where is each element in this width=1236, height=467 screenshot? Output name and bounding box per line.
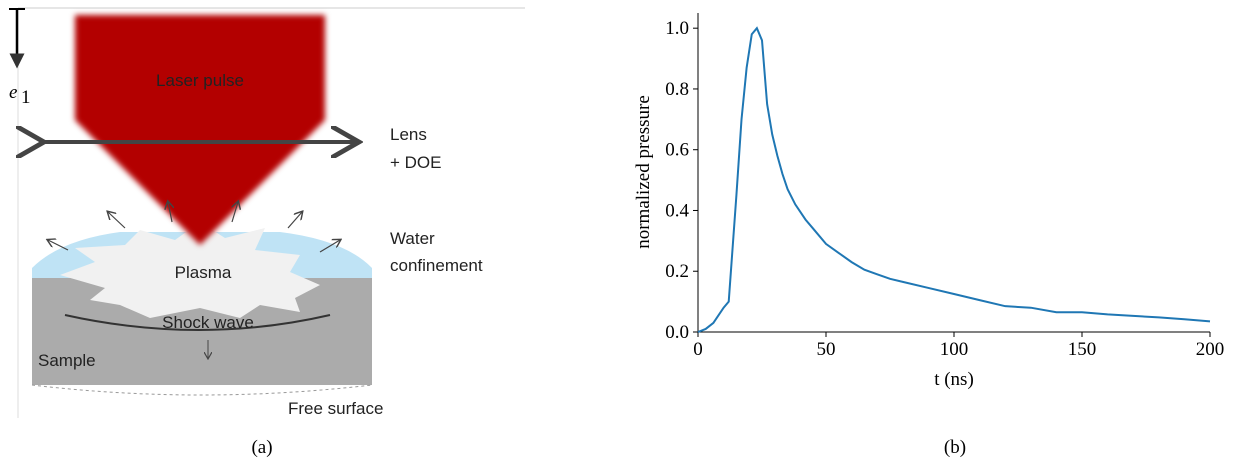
axis-label: e	[9, 82, 17, 103]
x-tick-label: 150	[1068, 339, 1097, 360]
label: + DOE	[390, 153, 442, 172]
label: confinement	[390, 256, 483, 275]
arrows	[48, 202, 340, 253]
chart: (b) t (ns) normalized pressure 0.0 0.2 0.4…	[633, 13, 1224, 458]
y-tick-label: 0.8	[665, 79, 689, 100]
x-tick-label: 50	[817, 339, 836, 360]
free-surface-line	[31, 384, 373, 396]
plasma	[60, 222, 320, 318]
label: Laser pulse	[156, 71, 244, 90]
x-tick-label: 200	[1196, 339, 1225, 360]
label: Plasma	[175, 263, 232, 282]
caption: (b)	[944, 437, 966, 458]
shock-wave	[64, 314, 331, 331]
y-tick-label: 0.2	[665, 261, 689, 282]
y-tick-label: 0.0	[665, 322, 689, 343]
label: Lens	[390, 125, 427, 144]
y-tick-label: 0.6	[665, 140, 689, 161]
x-axis-label: t (ns)	[934, 369, 974, 390]
data-line	[697, 26, 1211, 333]
caption: (a)	[251, 437, 272, 458]
label: Sample	[38, 351, 96, 370]
axis-subscript: 1	[21, 87, 31, 108]
label: Free surface	[288, 399, 383, 418]
y-tick-label: 0.4	[665, 200, 689, 221]
x-tick-label: 100	[940, 339, 969, 360]
label: Water	[390, 229, 435, 248]
y-axis-label: normalized pressure	[633, 95, 654, 249]
diagram: e 1 Laser pulse Lens + DOE Water confine…	[9, 7, 525, 458]
y-tick-label: 1.0	[665, 18, 689, 39]
laser-beam	[75, 15, 325, 245]
label: Shock wave	[162, 313, 254, 332]
x-tick-label: 0	[693, 339, 703, 360]
